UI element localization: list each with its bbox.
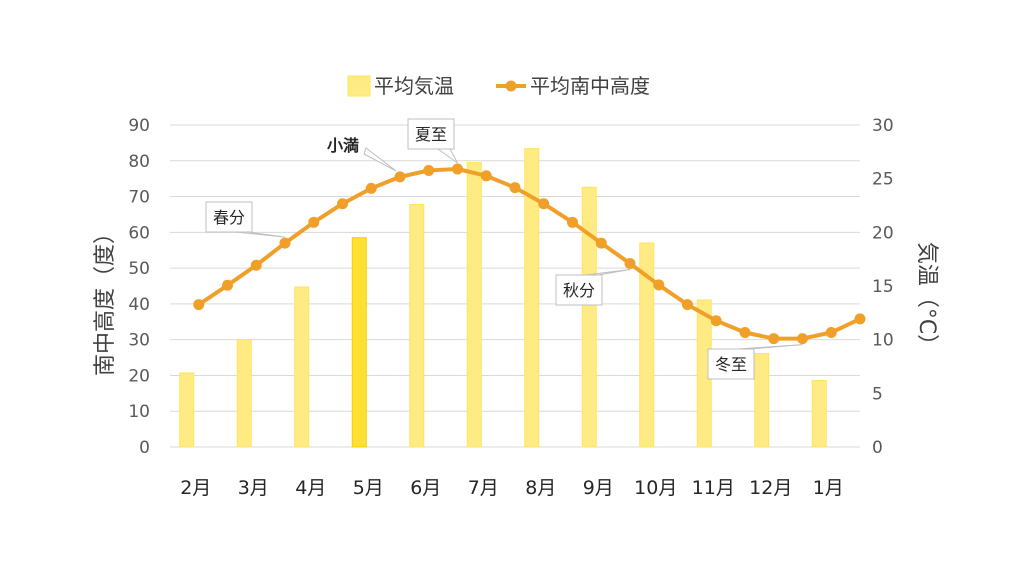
callout: 春分 — [205, 201, 286, 238]
line-point — [250, 259, 262, 271]
x-tick-label: 3月 — [238, 477, 269, 499]
line-point — [279, 237, 291, 249]
legend-label-bar: 平均気温 — [374, 74, 454, 98]
line-point — [337, 198, 348, 210]
left-tick-label: 70 — [128, 188, 150, 208]
left-tick-label: 40 — [128, 295, 150, 315]
line-point — [739, 327, 751, 339]
line-point — [538, 198, 550, 210]
line-point — [394, 171, 406, 183]
x-tick-label: 6月 — [410, 477, 441, 499]
x-tick-label: 5月 — [353, 477, 384, 499]
x-tick-label: 9月 — [583, 477, 614, 499]
line-point — [193, 299, 205, 311]
x-tick-label: 2月 — [180, 477, 211, 499]
line-point — [682, 299, 693, 311]
right-axis-ticks: 0 5 10 15 20 25 30 — [872, 116, 894, 458]
bar — [524, 148, 540, 448]
x-tick-label: 7月 — [468, 477, 499, 499]
callout: 冬至 — [707, 344, 803, 380]
bar-series — [179, 148, 827, 448]
callout-label: 小満 — [327, 136, 359, 155]
callout-pointer — [737, 344, 803, 350]
x-tick-label: 8月 — [525, 477, 556, 499]
callout-box — [707, 348, 755, 380]
bar — [466, 162, 482, 448]
right-tick-label: 25 — [872, 170, 894, 190]
legend-swatch-bar — [347, 75, 371, 97]
legend-label-line: 平均南中高度 — [530, 74, 650, 98]
line-point — [710, 315, 722, 327]
callout-box — [205, 201, 253, 233]
left-tick-label: 30 — [128, 331, 150, 351]
right-tick-label: 30 — [872, 116, 894, 136]
bar — [409, 203, 425, 448]
right-axis-title: 気温（°C） — [914, 242, 939, 356]
left-tick-label: 10 — [128, 402, 150, 422]
legend: 平均気温 平均南中高度 — [347, 74, 650, 98]
line-point — [452, 163, 463, 175]
left-tick-label: 80 — [128, 152, 150, 172]
bar — [754, 353, 770, 448]
left-tick-label: 90 — [128, 116, 150, 136]
line-point — [797, 333, 808, 345]
line-point — [595, 237, 607, 249]
line-point — [423, 164, 435, 176]
legend-swatch-marker — [505, 80, 517, 92]
callout-label: 秋分 — [563, 281, 595, 300]
bar — [581, 186, 597, 448]
line-point — [308, 216, 320, 228]
right-tick-label: 15 — [872, 277, 894, 297]
line-point — [480, 170, 492, 182]
x-tick-label: 1月 — [813, 477, 844, 499]
right-tick-label: 5 — [872, 384, 883, 404]
line-point — [509, 182, 521, 194]
left-tick-label: 50 — [128, 259, 150, 279]
left-axis-ticks: 0 10 20 30 40 50 60 70 80 90 — [128, 116, 150, 458]
bar — [179, 372, 195, 448]
x-tick-label: 4月 — [295, 477, 326, 499]
x-tick-label: 10月 — [634, 477, 677, 499]
callout: 夏至 — [407, 118, 458, 164]
line-point — [222, 279, 233, 291]
right-tick-label: 0 — [872, 438, 883, 458]
line-point — [653, 279, 665, 291]
bar — [351, 237, 367, 448]
bar — [811, 379, 827, 448]
callout-box — [555, 274, 603, 306]
line-series — [193, 163, 866, 345]
x-tick-label: 11月 — [692, 477, 735, 499]
x-axis-ticks: 2月 3月 4月 5月 6月 7月 8月 9月 10月 11月 12月 1月 — [180, 477, 844, 499]
left-axis-title: 南中高度（度） — [93, 222, 118, 376]
callout-label: 春分 — [213, 208, 245, 227]
line-point — [365, 182, 377, 194]
callout-box — [407, 118, 455, 150]
x-tick-label: 12月 — [749, 477, 792, 499]
line-point — [854, 313, 866, 325]
callout-label: 冬至 — [715, 355, 747, 374]
bar — [639, 242, 655, 448]
bar — [236, 339, 252, 448]
grid-lines — [170, 124, 860, 448]
line-point — [567, 216, 578, 228]
callout: 小満 — [327, 136, 397, 172]
callout-label: 夏至 — [415, 125, 447, 144]
line-point — [768, 333, 780, 345]
right-tick-label: 10 — [872, 331, 894, 351]
left-tick-label: 20 — [128, 366, 150, 386]
right-tick-label: 20 — [872, 223, 894, 243]
callout-pointer — [363, 147, 397, 172]
line-point — [624, 257, 636, 269]
callout: 秋分 — [555, 268, 631, 306]
bar — [294, 286, 310, 448]
line-point — [825, 327, 837, 339]
left-tick-label: 60 — [128, 223, 150, 243]
left-tick-label: 0 — [139, 438, 150, 458]
